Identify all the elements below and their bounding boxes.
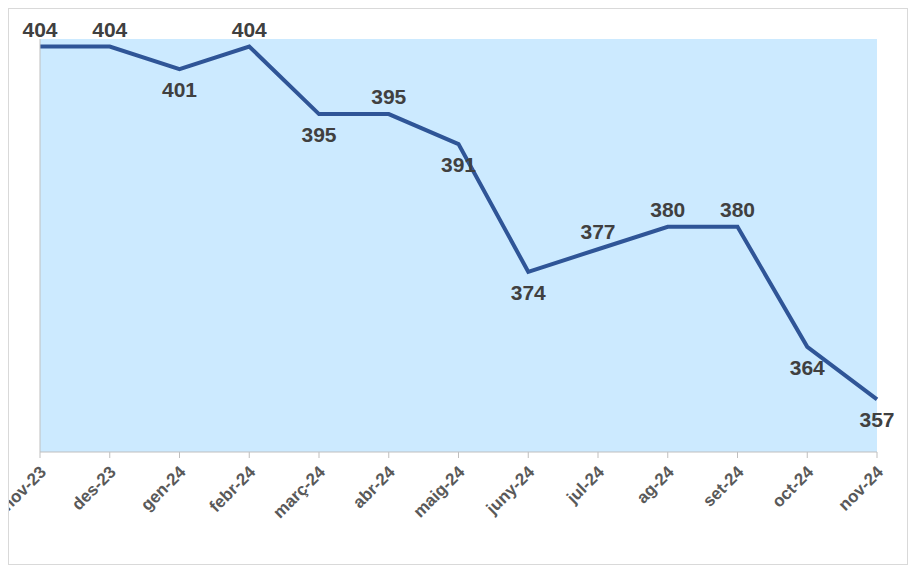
svg-text:380: 380 — [720, 198, 755, 221]
svg-text:380: 380 — [650, 198, 685, 221]
svg-text:404: 404 — [92, 18, 127, 41]
svg-text:juny-24: juny-24 — [482, 462, 539, 519]
svg-text:395: 395 — [301, 123, 336, 146]
svg-text:febr-24: febr-24 — [206, 462, 260, 516]
svg-text:jul-24: jul-24 — [562, 462, 608, 508]
svg-text:abr-24: abr-24 — [349, 462, 399, 512]
svg-text:març-24: març-24 — [269, 462, 329, 522]
svg-text:oct-24: oct-24 — [768, 462, 817, 511]
svg-text:374: 374 — [511, 281, 546, 304]
svg-text:357: 357 — [859, 408, 894, 431]
svg-text:set-24: set-24 — [699, 462, 748, 511]
svg-text:404: 404 — [232, 18, 267, 41]
svg-text:364: 364 — [790, 356, 825, 379]
svg-text:gen-24: gen-24 — [137, 462, 190, 515]
svg-text:nov-23: nov-23 — [9, 462, 50, 514]
svg-text:391: 391 — [441, 153, 476, 176]
svg-text:nov-24: nov-24 — [835, 462, 888, 515]
svg-text:404: 404 — [22, 18, 57, 41]
svg-text:ag-24: ag-24 — [633, 462, 678, 507]
svg-text:maig-24: maig-24 — [410, 462, 469, 521]
svg-text:395: 395 — [371, 85, 406, 108]
svg-text:401: 401 — [162, 78, 197, 101]
svg-text:des-23: des-23 — [68, 462, 120, 514]
svg-text:377: 377 — [580, 220, 615, 243]
